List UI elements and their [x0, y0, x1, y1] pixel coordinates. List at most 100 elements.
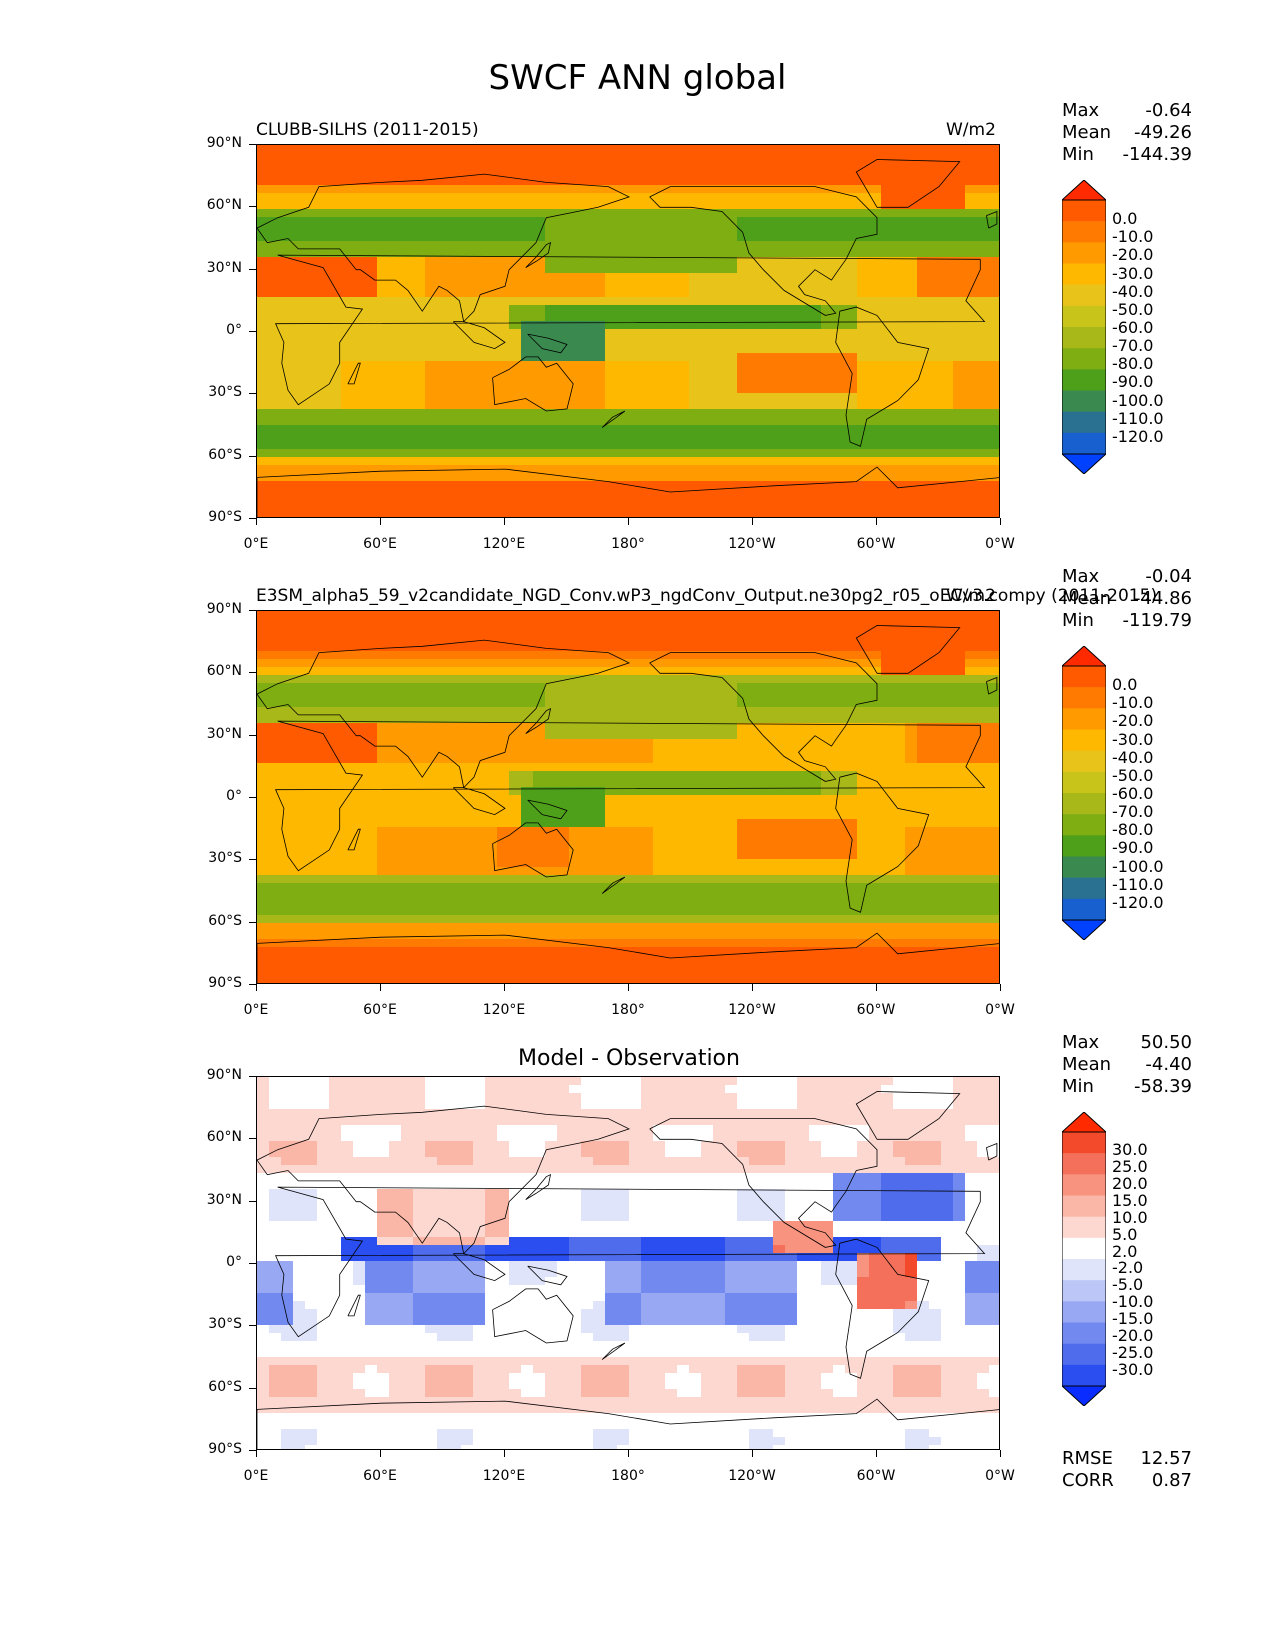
field-cell: [965, 505, 978, 514]
field-cell: [869, 265, 882, 274]
field-cell: [857, 843, 870, 852]
field-cell: [317, 619, 330, 628]
field-cell: [461, 425, 474, 434]
field-cell: [557, 723, 570, 732]
field-cell: [413, 803, 426, 812]
field-cell: [737, 337, 750, 346]
field-cell: [569, 273, 582, 282]
field-cell: [425, 257, 438, 266]
field-cell: [797, 369, 810, 378]
field-cell: [497, 425, 510, 434]
field-cell: [317, 401, 330, 410]
field-cell: [869, 755, 882, 764]
field-cell: [269, 193, 282, 202]
field-cell: [389, 465, 402, 474]
field-cell: [389, 867, 402, 876]
field-cell: [689, 433, 702, 442]
field-cell: [893, 715, 906, 724]
field-cell: [509, 417, 522, 426]
field-cell: [365, 233, 378, 242]
field-cell: [821, 289, 834, 298]
field-cell: [305, 465, 318, 474]
field-cell: [809, 225, 822, 234]
field-cell: [557, 457, 570, 466]
field-cell: [713, 715, 726, 724]
field-cell: [281, 449, 294, 458]
colorbar-tick-label: -10.0: [1112, 227, 1154, 247]
field-cell: [281, 795, 294, 804]
field-cell: [317, 457, 330, 466]
field-cell: [761, 145, 774, 154]
field-cell: [845, 145, 858, 154]
field-cell: [533, 393, 546, 402]
field-cell: [317, 691, 330, 700]
field-cell: [425, 481, 438, 490]
field-cell: [425, 851, 438, 860]
field-cell: [977, 731, 990, 740]
field-cell: [545, 425, 558, 434]
field-cell: [545, 353, 558, 362]
field-cell: [293, 763, 306, 772]
field-cell: [569, 233, 582, 242]
field-cell: [953, 513, 966, 517]
field-cell: [353, 305, 366, 314]
field-cell: [509, 795, 522, 804]
field-cell: [905, 707, 918, 716]
field-cell: [809, 329, 822, 338]
field-cell: [929, 145, 942, 154]
field-cell: [917, 425, 930, 434]
field-cell: [425, 707, 438, 716]
field-cell: [701, 715, 714, 724]
field-cell: [905, 627, 918, 636]
field-cell: [737, 635, 750, 644]
field-cell: [533, 811, 546, 820]
field-cell: [677, 281, 690, 290]
field-cell: [665, 233, 678, 242]
field-cell: [701, 385, 714, 394]
field-cell: [725, 297, 738, 306]
field-cell: [305, 739, 318, 748]
field-cell: [629, 771, 642, 780]
field-cell: [701, 611, 714, 620]
field-cell: [833, 827, 846, 836]
field-cell: [449, 169, 462, 178]
field-cell: [413, 465, 426, 474]
field-cell: [269, 169, 282, 178]
field-cell: [425, 457, 438, 466]
field-cell: [665, 161, 678, 170]
field-cell: [581, 249, 594, 258]
field-cell: [773, 249, 786, 258]
field-cell: [965, 177, 978, 186]
field-cell: [257, 409, 270, 418]
field-cell: [689, 249, 702, 258]
field-cell: [761, 643, 774, 652]
field-cell: [317, 417, 330, 426]
field-cell: [641, 169, 654, 178]
field-cell: [713, 297, 726, 306]
field-cell: [353, 377, 366, 386]
field-cell: [689, 361, 702, 370]
field-cell: [821, 465, 834, 474]
field-cell: [485, 715, 498, 724]
field-cell: [917, 353, 930, 362]
field-cell: [905, 305, 918, 314]
field-cell: [293, 457, 306, 466]
field-cell: [557, 281, 570, 290]
field-cell: [917, 747, 930, 756]
field-cell: [281, 723, 294, 732]
field-cell: [785, 329, 798, 338]
field-cell: [569, 257, 582, 266]
field-cell: [905, 763, 918, 772]
field-cell: [845, 627, 858, 636]
field-cell: [509, 441, 522, 450]
field-cell: [365, 433, 378, 442]
field-cell: [485, 803, 498, 812]
field-cell: [845, 417, 858, 426]
field-cell: [581, 683, 594, 692]
field-cell: [641, 859, 654, 868]
field-cell: [377, 667, 390, 676]
field-cell: [665, 169, 678, 178]
field-cell: [293, 513, 306, 517]
field-cell: [821, 145, 834, 154]
field-cell: [389, 771, 402, 780]
